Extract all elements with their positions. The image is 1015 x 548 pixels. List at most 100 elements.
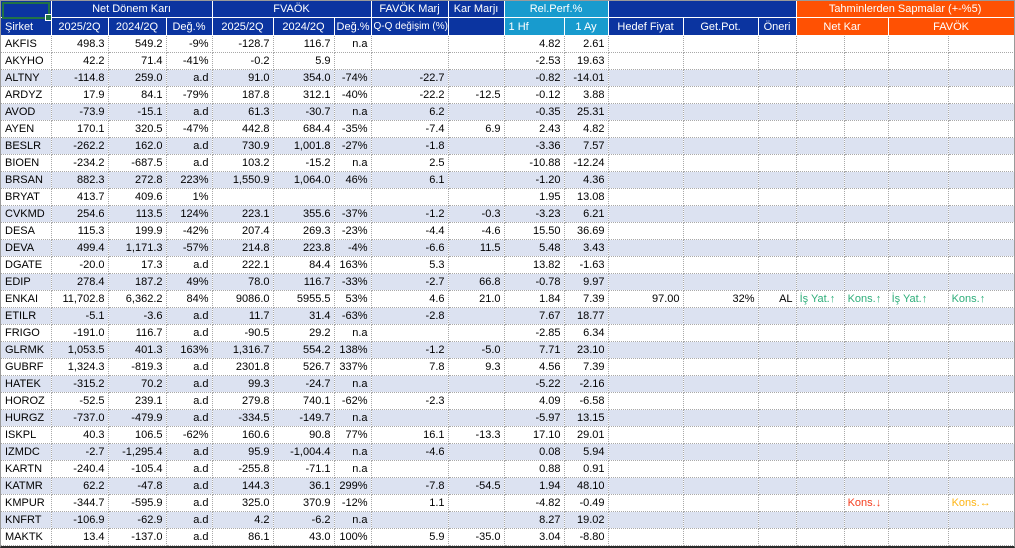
data-cell[interactable]: 730.9 [212, 137, 274, 155]
data-cell[interactable]: 1.95 [504, 188, 565, 206]
data-cell[interactable]: -7.4 [371, 120, 449, 138]
data-cell[interactable]: n.a [334, 443, 372, 461]
data-cell[interactable]: 269.3 [273, 222, 335, 240]
data-cell[interactable] [796, 494, 845, 512]
data-cell[interactable]: 31.4 [273, 307, 335, 325]
data-cell[interactable] [371, 511, 449, 529]
data-cell[interactable] [844, 477, 889, 495]
company-cell[interactable]: DGATE [1, 256, 52, 274]
data-cell[interactable]: 7.67 [504, 307, 565, 325]
data-cell[interactable]: 100% [334, 528, 372, 546]
data-cell[interactable]: 214.8 [212, 239, 274, 257]
data-cell[interactable]: 84.4 [273, 256, 335, 274]
header-sapmalar[interactable]: Tahminlerden Sapmalar (+-%5) [796, 1, 1014, 18]
data-cell[interactable]: 684.4 [273, 120, 335, 138]
data-cell[interactable] [844, 52, 889, 70]
data-cell[interactable]: -35.0 [448, 528, 505, 546]
data-cell[interactable] [844, 460, 889, 478]
data-cell[interactable] [948, 375, 1014, 393]
data-cell[interactable]: -819.3 [108, 358, 167, 376]
col-get-pot[interactable]: Get.Pot. [683, 17, 759, 36]
data-cell[interactable]: 36.1 [273, 477, 335, 495]
company-cell[interactable]: AKFIS [1, 35, 52, 53]
data-cell[interactable]: İş Yat.↑ [888, 290, 949, 308]
data-cell[interactable]: 1,171.3 [108, 239, 167, 257]
data-cell[interactable] [844, 307, 889, 325]
data-cell[interactable] [683, 69, 759, 87]
data-cell[interactable] [844, 137, 889, 155]
data-cell[interactable]: -2.16 [564, 375, 609, 393]
company-cell[interactable]: AYEN [1, 120, 52, 138]
data-cell[interactable] [683, 409, 759, 427]
data-cell[interactable]: 116.7 [273, 273, 335, 291]
data-cell[interactable]: 2301.8 [212, 358, 274, 376]
data-cell[interactable] [796, 426, 845, 444]
data-cell[interactable] [844, 273, 889, 291]
data-cell[interactable]: -90.5 [212, 324, 274, 342]
data-cell[interactable]: 103.2 [212, 154, 274, 172]
data-cell[interactable] [948, 188, 1014, 206]
data-cell[interactable] [796, 392, 845, 410]
data-cell[interactable] [796, 341, 845, 359]
data-cell[interactable]: 6.34 [564, 324, 609, 342]
data-cell[interactable] [948, 171, 1014, 189]
data-cell[interactable] [844, 103, 889, 121]
data-cell[interactable]: 279.8 [212, 392, 274, 410]
data-cell[interactable]: -0.78 [504, 273, 565, 291]
data-cell[interactable]: 91.0 [212, 69, 274, 87]
data-cell[interactable]: 95.9 [212, 443, 274, 461]
data-cell[interactable]: a.d [166, 307, 213, 325]
data-cell[interactable] [796, 443, 845, 461]
data-cell[interactable] [844, 69, 889, 87]
data-cell[interactable] [334, 188, 372, 206]
data-cell[interactable]: Kons.↓ [844, 494, 889, 512]
data-cell[interactable] [608, 392, 684, 410]
col-sapma-favok[interactable]: FAVÖK [888, 17, 1014, 36]
data-cell[interactable] [683, 120, 759, 138]
data-cell[interactable]: 272.8 [108, 171, 167, 189]
data-cell[interactable]: a.d [166, 375, 213, 393]
data-cell[interactable]: 4.6 [371, 290, 449, 308]
data-cell[interactable] [758, 154, 797, 172]
data-cell[interactable]: a.d [166, 528, 213, 546]
data-cell[interactable] [608, 375, 684, 393]
data-cell[interactable]: 1,316.7 [212, 341, 274, 359]
data-cell[interactable] [796, 188, 845, 206]
data-cell[interactable]: -149.7 [273, 409, 335, 427]
data-cell[interactable]: 442.8 [212, 120, 274, 138]
data-cell[interactable]: 21.0 [448, 290, 505, 308]
col-qq-degisim[interactable]: Q-Q değişim (%) [371, 17, 449, 36]
data-cell[interactable]: 18.77 [564, 307, 609, 325]
data-cell[interactable]: 325.0 [212, 494, 274, 512]
data-cell[interactable] [948, 341, 1014, 359]
data-cell[interactable]: 337% [334, 358, 372, 376]
data-cell[interactable]: 187.8 [212, 86, 274, 104]
data-cell[interactable] [796, 460, 845, 478]
col-ndk-2025[interactable]: 2025/2Q [51, 17, 109, 36]
data-cell[interactable] [888, 171, 949, 189]
company-cell[interactable]: KATMR [1, 477, 52, 495]
data-cell[interactable]: -2.8 [371, 307, 449, 325]
data-cell[interactable]: 6.1 [371, 171, 449, 189]
data-cell[interactable] [888, 528, 949, 546]
data-cell[interactable] [683, 256, 759, 274]
data-cell[interactable]: -71.1 [273, 460, 335, 478]
data-cell[interactable]: a.d [166, 392, 213, 410]
data-cell[interactable]: 11.7 [212, 307, 274, 325]
data-cell[interactable]: a.d [166, 409, 213, 427]
data-cell[interactable] [683, 52, 759, 70]
data-cell[interactable]: 43.0 [273, 528, 335, 546]
data-cell[interactable] [948, 460, 1014, 478]
data-cell[interactable]: -687.5 [108, 154, 167, 172]
data-cell[interactable]: -3.23 [504, 205, 565, 223]
data-cell[interactable]: -2.7 [51, 443, 109, 461]
data-cell[interactable]: 526.7 [273, 358, 335, 376]
data-cell[interactable]: 106.5 [108, 426, 167, 444]
data-cell[interactable]: -40% [334, 86, 372, 104]
data-cell[interactable] [608, 409, 684, 427]
data-cell[interactable]: -262.2 [51, 137, 109, 155]
data-cell[interactable] [796, 273, 845, 291]
company-cell[interactable]: HATEK [1, 375, 52, 393]
data-cell[interactable] [948, 103, 1014, 121]
data-cell[interactable] [683, 392, 759, 410]
